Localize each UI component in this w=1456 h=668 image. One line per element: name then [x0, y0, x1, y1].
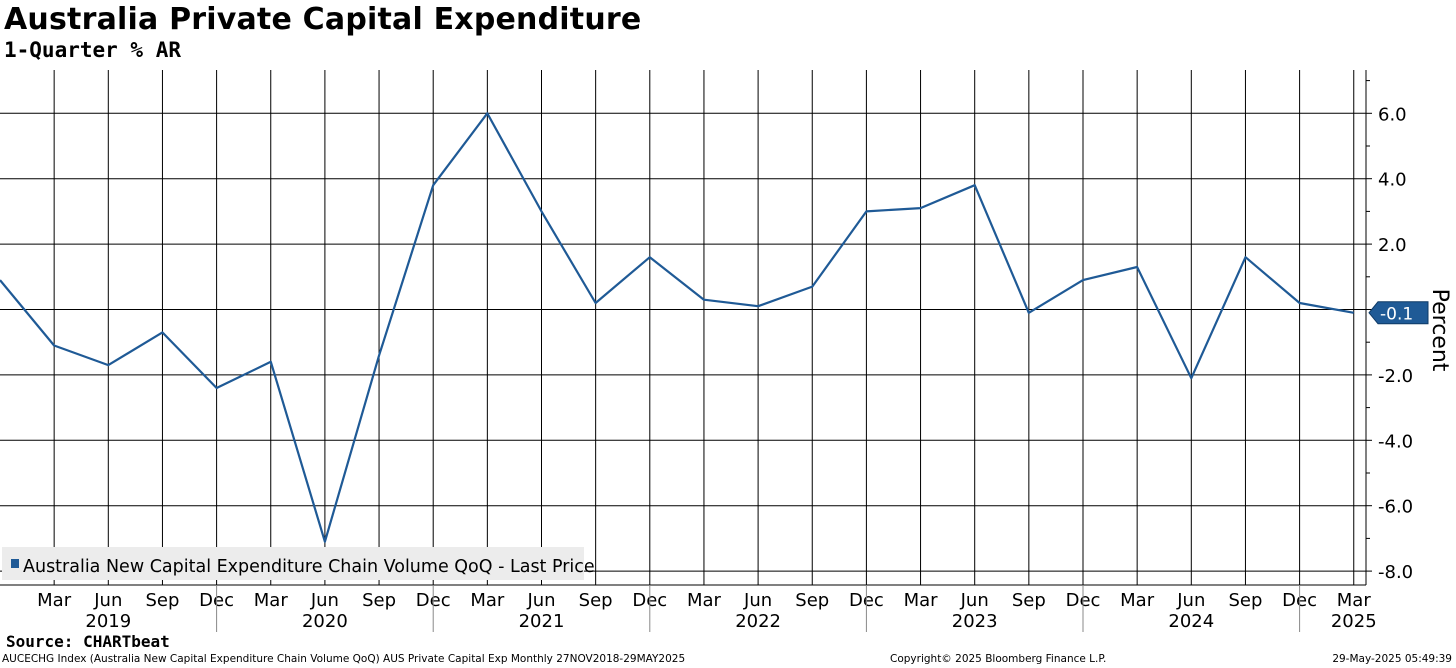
series-line: [0, 112, 1354, 543]
copyright-text: Copyright© 2025 Bloomberg Finance L.P.: [890, 653, 1107, 665]
x-tick-label: Mar: [37, 590, 72, 611]
x-tick-label: Jun: [93, 590, 122, 611]
year-label: 2023: [952, 611, 998, 632]
timestamp-text: 29-May-2025 05:49:39: [1332, 653, 1452, 665]
y-tick-label: -2.0: [1378, 366, 1413, 387]
last-value-label: -0.1: [1380, 304, 1413, 324]
year-label: 2022: [735, 611, 781, 632]
y-tick-label: -4.0: [1378, 431, 1413, 452]
x-tick-label: Jun: [960, 590, 989, 611]
x-tick-label: Sep: [795, 590, 829, 611]
chart-subtitle: 1-Quarter % AR: [4, 38, 182, 62]
source-label: Source: CHARTbeat: [6, 632, 170, 651]
year-label: 2025: [1331, 611, 1377, 632]
year-label: 2020: [302, 611, 348, 632]
y-axis-label: Percent: [1427, 289, 1452, 372]
y-tick-label: -6.0: [1378, 497, 1413, 518]
x-tick-label: Sep: [1228, 590, 1262, 611]
x-tick-label: Mar: [470, 590, 505, 611]
series-description: AUCECHG Index (Australia New Capital Exp…: [2, 653, 686, 665]
x-tick-label: Mar: [1337, 590, 1372, 611]
x-tick-label: Jun: [310, 590, 339, 611]
x-tick-label: Sep: [579, 590, 613, 611]
x-tick-label: Jun: [526, 590, 555, 611]
x-tick-label: Sep: [145, 590, 179, 611]
legend-swatch: [11, 559, 19, 568]
x-tick-label: Mar: [1120, 590, 1155, 611]
y-tick-label: 6.0: [1378, 104, 1407, 125]
x-tick-label: Sep: [362, 590, 396, 611]
x-tick-label: Jun: [743, 590, 772, 611]
x-tick-label: Mar: [687, 590, 722, 611]
x-tick-label: Mar: [254, 590, 289, 611]
x-tick-label: Sep: [1012, 590, 1046, 611]
legend-label: Australia New Capital Expenditure Chain …: [23, 557, 595, 577]
chart-title: Australia Private Capital Expenditure: [4, 2, 642, 37]
year-label: 2024: [1168, 611, 1214, 632]
y-tick-label: -8.0: [1378, 562, 1413, 583]
y-tick-label: 2.0: [1378, 235, 1407, 256]
last-value-marker: [1368, 301, 1429, 325]
year-label: 2021: [519, 611, 565, 632]
y-tick-label: 4.0: [1378, 170, 1407, 191]
x-tick-label: Mar: [904, 590, 939, 611]
x-tick-label: Jun: [1176, 590, 1205, 611]
year-label: 2019: [85, 611, 131, 632]
legend-box: [2, 547, 584, 580]
